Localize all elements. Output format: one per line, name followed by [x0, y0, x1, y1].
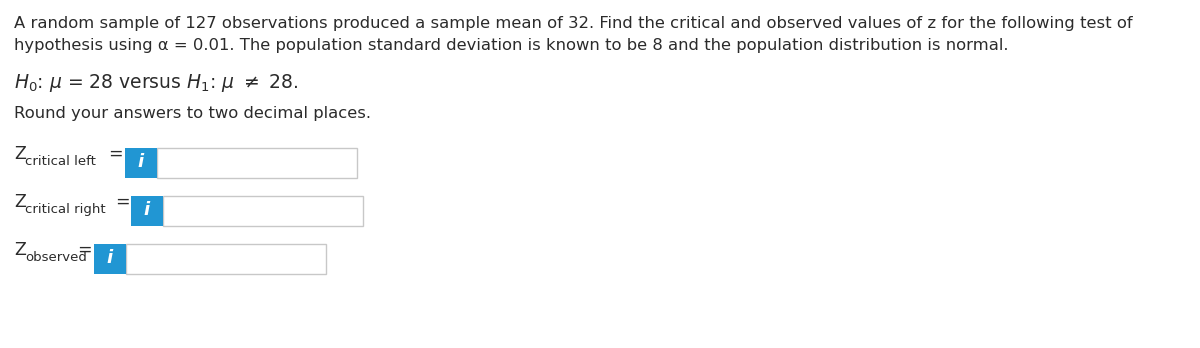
Text: Z: Z [14, 193, 26, 211]
FancyBboxPatch shape [157, 148, 356, 178]
Text: Z: Z [14, 145, 26, 163]
FancyBboxPatch shape [131, 196, 163, 226]
Text: observed: observed [25, 251, 86, 264]
Text: =: = [115, 193, 130, 211]
FancyBboxPatch shape [163, 196, 362, 226]
Text: critical left: critical left [25, 155, 96, 168]
Text: i: i [144, 201, 150, 219]
Text: =: = [109, 145, 124, 163]
Text: i: i [138, 153, 144, 171]
Text: =: = [78, 241, 92, 259]
Text: critical right: critical right [25, 203, 106, 216]
Text: Z: Z [14, 241, 26, 259]
Text: A random sample of 127 observations produced a sample mean of 32. Find the criti: A random sample of 127 observations prod… [14, 16, 1133, 31]
FancyBboxPatch shape [94, 244, 126, 274]
Text: $H_0$: $\mu$ = 28 versus $H_1$: $\mu$ $\neq$ 28.: $H_0$: $\mu$ = 28 versus $H_1$: $\mu$ $\… [14, 72, 299, 94]
FancyBboxPatch shape [126, 244, 325, 274]
Text: hypothesis using α = 0.01. The population standard deviation is known to be 8 an: hypothesis using α = 0.01. The populatio… [14, 38, 1008, 53]
Text: Round your answers to two decimal places.: Round your answers to two decimal places… [14, 106, 371, 121]
Text: i: i [107, 249, 113, 267]
FancyBboxPatch shape [125, 148, 157, 178]
